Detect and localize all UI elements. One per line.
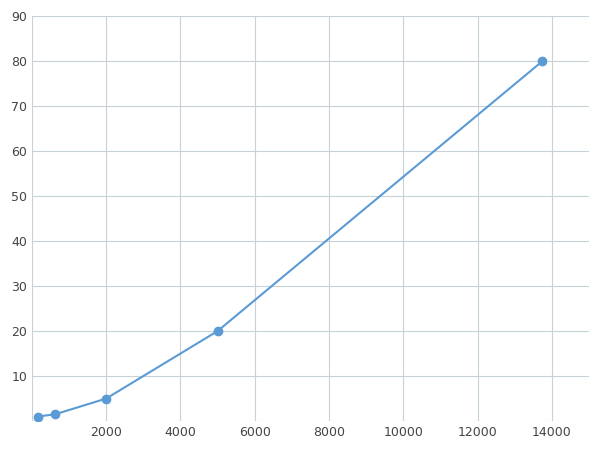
- Point: [538, 58, 547, 65]
- Point: [101, 395, 111, 402]
- Point: [213, 328, 223, 335]
- Point: [33, 413, 43, 420]
- Point: [50, 411, 60, 418]
